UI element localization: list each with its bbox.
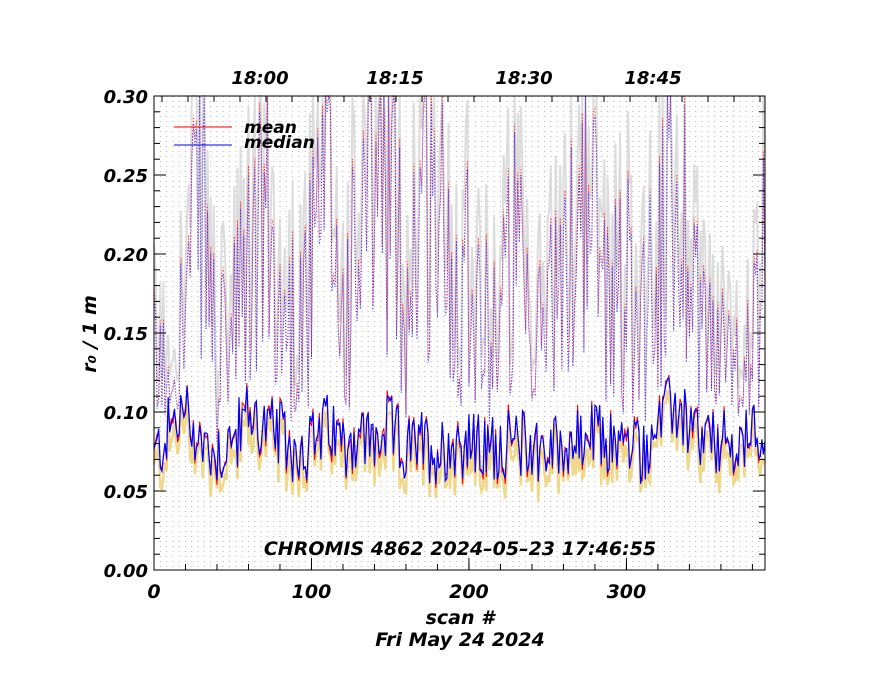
- series-mean-line: [153, 374, 766, 488]
- x-axis-label: scan #: [426, 607, 497, 629]
- y-tick-label: 0.15: [104, 324, 148, 345]
- series-median-line: [153, 376, 766, 485]
- top-time-label: 18:15: [366, 68, 423, 89]
- axes-layer: 0.00 0.05 0.10 0.15 0.20 0.25 0.30 0 100 200 300 18…: [104, 68, 765, 603]
- x-tick-label: 300: [607, 581, 647, 603]
- x-tick-label: 200: [449, 581, 489, 603]
- y-tick-label: 0.00: [104, 561, 148, 582]
- series-layer: [152, 94, 767, 503]
- y-tick-label: 0.30: [104, 87, 148, 108]
- legend-mean-label: mean: [244, 118, 297, 138]
- y-tick-label: 0.10: [104, 403, 148, 424]
- y-tick-label: 0.05: [104, 482, 148, 503]
- mean-high-trace: [153, 94, 766, 442]
- legend: mean median: [174, 118, 315, 153]
- x-tick-label: 0: [147, 581, 160, 603]
- x-tick-label: 100: [292, 581, 332, 603]
- top-time-label: 18:00: [231, 68, 288, 89]
- top-time-label: 18:45: [624, 68, 681, 89]
- envelope-low: [152, 389, 767, 503]
- median-high-trace: [153, 95, 766, 445]
- y-axis-label: r₀ / 1 m: [79, 295, 101, 373]
- y-tick-label: 0.25: [104, 166, 148, 187]
- date-label: Fri May 24 2024: [375, 629, 544, 651]
- y-tick-label: 0.20: [104, 245, 148, 266]
- top-time-label: 18:30: [495, 68, 552, 89]
- annotation: CHROMIS 4862 2024–05–23 17:46:55: [264, 538, 656, 560]
- legend-median-label: median: [244, 133, 315, 153]
